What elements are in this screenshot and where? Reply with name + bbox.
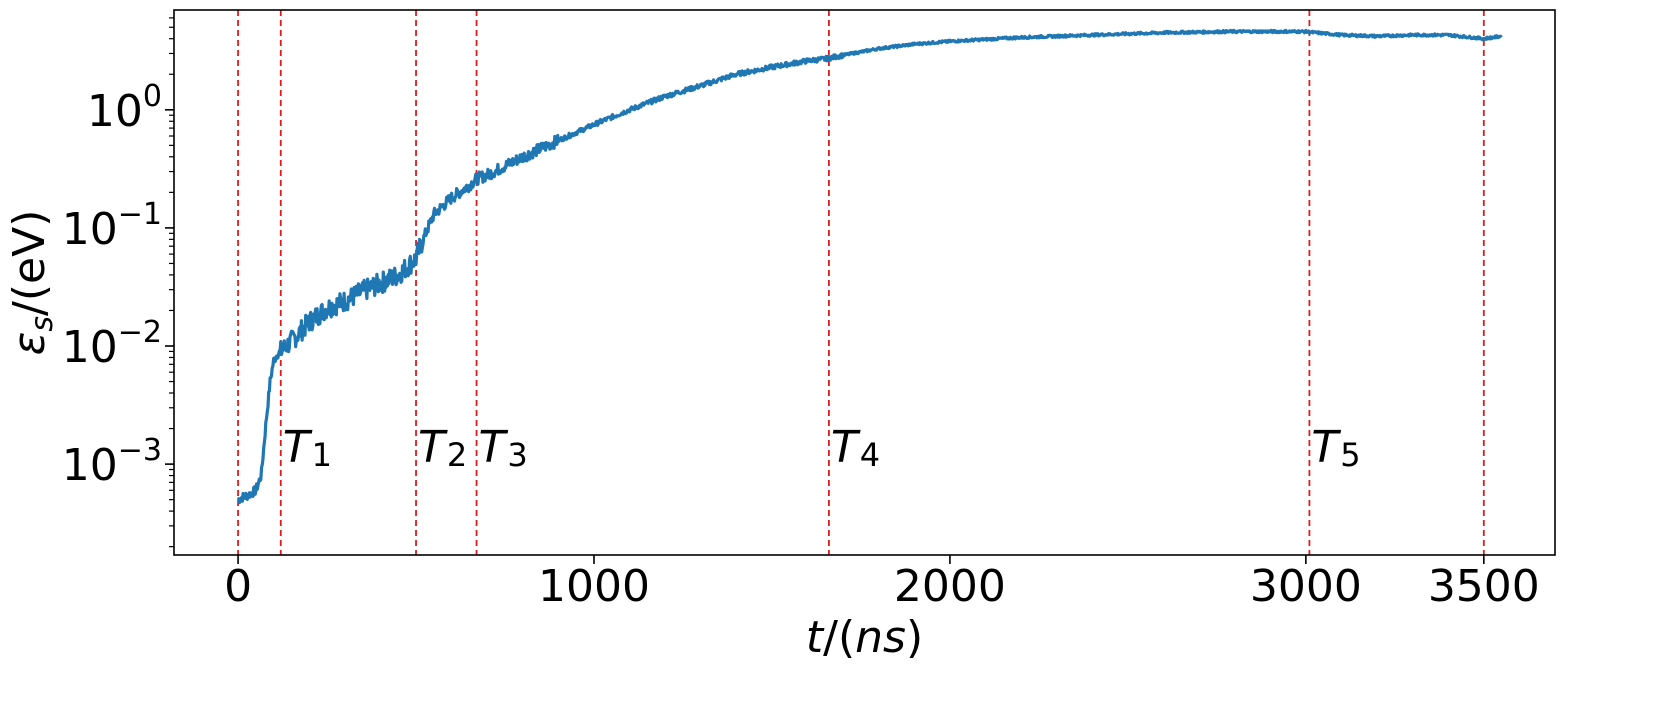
- x-axis-ticks: 0 1000 2000 3000 3500: [224, 555, 1540, 612]
- x-tick-label: 1000: [538, 561, 650, 612]
- vertical-markers: [237, 10, 1485, 555]
- y-axis-ticks: 10−3 10−2 10−1 100: [62, 17, 174, 548]
- series-line: [236, 28, 1503, 505]
- x-tick-label: 3500: [1428, 561, 1540, 612]
- x-tick-label: 0: [224, 561, 252, 612]
- y-tick-label: 10−1: [62, 197, 162, 255]
- marker-label: T1: [283, 422, 332, 474]
- marker-label: T4: [831, 422, 880, 474]
- x-tick-label: 2000: [894, 561, 1006, 612]
- series-layer: [236, 28, 1503, 505]
- marker-label: T5: [1311, 422, 1360, 474]
- y-tick-label: 100: [87, 79, 162, 137]
- y-tick-label: 10−2: [62, 315, 162, 373]
- marker-labels: T1 T2 T3 T4 T5: [283, 422, 1361, 474]
- x-axis-label: t/(ns): [806, 612, 923, 663]
- marker-label: T3: [479, 422, 528, 474]
- plot-frame: [173, 9, 1556, 556]
- x-tick-label: 3000: [1250, 561, 1362, 612]
- marker-label: T2: [418, 422, 467, 474]
- y-tick-label: 10−3: [62, 433, 162, 491]
- y-axis-label: εs/(eV): [4, 210, 60, 356]
